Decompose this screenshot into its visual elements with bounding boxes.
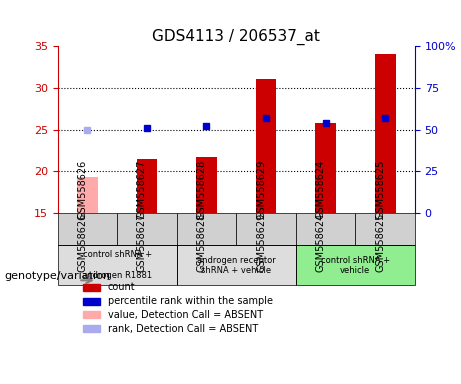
Bar [77,177,98,213]
Text: GSM558627: GSM558627 [137,213,147,272]
Bar [83,325,100,332]
Text: androgen receptor
shRNA + vehicle: androgen receptor shRNA + vehicle [197,255,276,275]
Text: GSM558624: GSM558624 [316,213,325,272]
Text: genotype/variation: genotype/variation [5,271,111,281]
Bar [196,157,217,213]
Bar [255,79,277,213]
FancyBboxPatch shape [296,245,415,285]
Text: GSM558625: GSM558625 [375,213,385,272]
FancyBboxPatch shape [58,213,117,245]
Text: GSM558626: GSM558626 [77,213,88,272]
Text: control shRNA +
vehicle: control shRNA + vehicle [321,255,390,275]
Title: GDS4113 / 206537_at: GDS4113 / 206537_at [152,28,320,45]
Bar [315,123,336,213]
Text: rank, Detection Call = ABSENT: rank, Detection Call = ABSENT [107,324,258,334]
Text: GSM558624: GSM558624 [316,159,325,219]
Text: GSM558628: GSM558628 [196,213,207,272]
Bar [375,55,396,213]
Text: value, Detection Call = ABSENT: value, Detection Call = ABSENT [107,310,263,320]
FancyBboxPatch shape [296,213,355,245]
Bar [83,311,100,318]
Text: GSM558629: GSM558629 [256,213,266,272]
FancyBboxPatch shape [177,213,236,245]
Text: count: count [107,282,135,292]
Bar [83,298,100,305]
Bar [136,159,157,213]
Text: percentile rank within the sample: percentile rank within the sample [107,296,272,306]
FancyBboxPatch shape [355,213,415,245]
Text: GSM558628: GSM558628 [196,159,207,219]
Text: GSM558629: GSM558629 [256,159,266,219]
FancyBboxPatch shape [58,245,177,285]
Text: GSM558625: GSM558625 [375,159,385,219]
Text: GSM558626: GSM558626 [77,159,88,219]
FancyBboxPatch shape [177,245,296,285]
Text: control shRNA +

androgen R1881: control shRNA + androgen R1881 [82,250,152,280]
Text: GSM558627: GSM558627 [137,159,147,219]
FancyBboxPatch shape [117,213,177,245]
FancyBboxPatch shape [236,213,296,245]
Bar [83,284,100,291]
